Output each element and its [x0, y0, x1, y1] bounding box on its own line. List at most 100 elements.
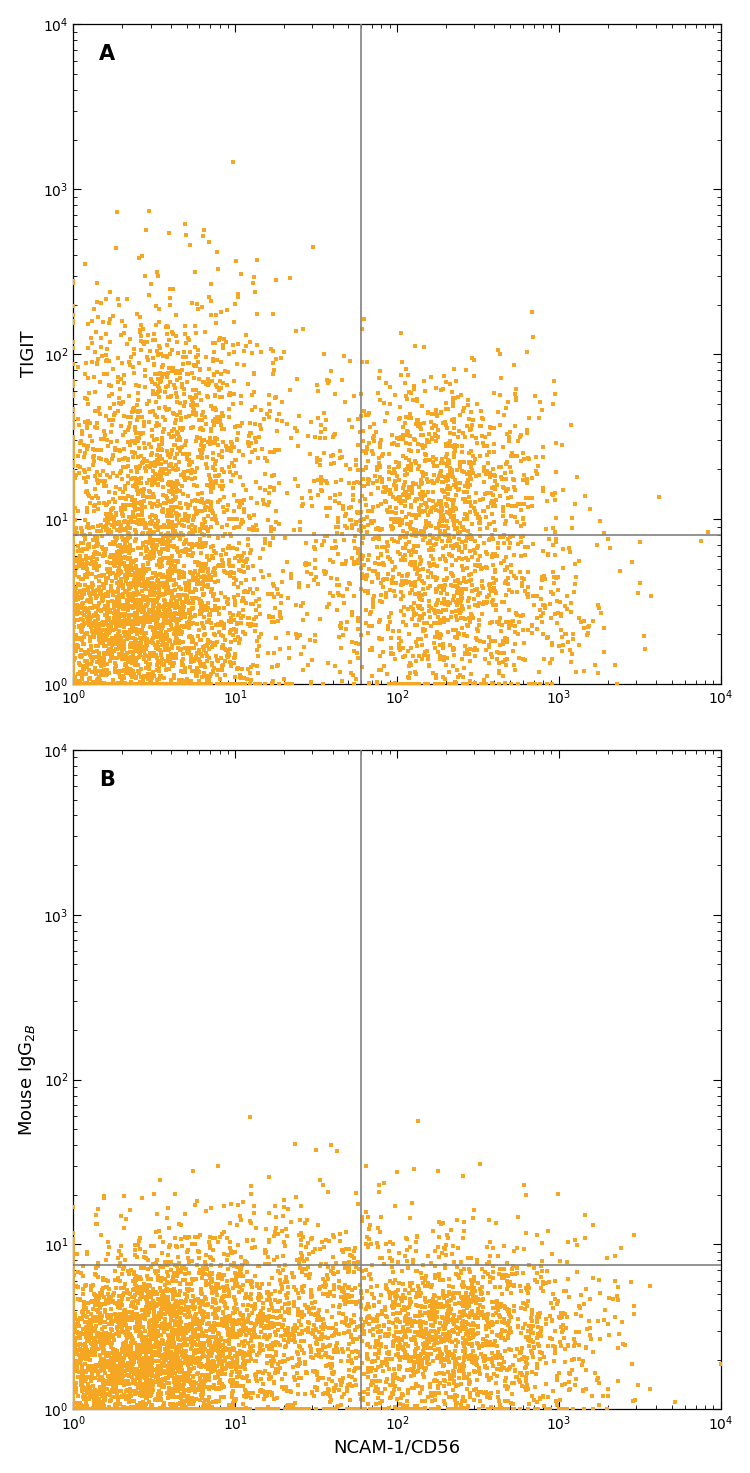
Point	[138, 610, 150, 633]
Point	[68, 666, 80, 689]
Point	[136, 1383, 148, 1407]
Point	[68, 1380, 80, 1404]
Point	[512, 622, 524, 645]
Point	[92, 532, 104, 555]
Point	[461, 526, 473, 549]
Point	[442, 474, 454, 498]
Point	[413, 580, 424, 604]
Point	[112, 635, 125, 658]
Point	[419, 435, 431, 458]
Point	[172, 1318, 184, 1342]
Point	[238, 1398, 250, 1421]
Point	[439, 1368, 451, 1392]
Point	[140, 1296, 152, 1320]
Point	[68, 672, 80, 695]
Point	[74, 586, 86, 610]
Point	[68, 1398, 80, 1421]
Point	[521, 340, 533, 364]
Point	[136, 1358, 148, 1382]
Point	[127, 501, 139, 524]
Point	[487, 483, 499, 507]
Point	[83, 1386, 95, 1410]
Point	[410, 1239, 422, 1262]
Point	[318, 1398, 330, 1421]
Point	[100, 1349, 112, 1373]
Point	[68, 630, 80, 654]
Point	[249, 1312, 261, 1336]
Point	[413, 1374, 424, 1398]
Point	[452, 479, 464, 502]
Point	[152, 630, 164, 654]
Point	[336, 1337, 348, 1361]
Point	[190, 567, 202, 591]
Point	[68, 1330, 80, 1354]
Point	[134, 1337, 146, 1361]
Point	[410, 1309, 422, 1333]
Point	[482, 1302, 494, 1326]
Point	[143, 409, 155, 433]
Point	[69, 638, 81, 661]
Point	[138, 1398, 150, 1421]
Point	[68, 1357, 80, 1380]
Point	[518, 1237, 530, 1261]
Point	[361, 564, 373, 588]
Point	[99, 1370, 111, 1393]
Point	[401, 672, 413, 695]
Point	[166, 654, 178, 678]
Point	[292, 1342, 304, 1365]
Point	[68, 1395, 80, 1418]
Point	[143, 1274, 155, 1298]
Point	[128, 672, 140, 695]
Point	[209, 1367, 220, 1391]
Point	[494, 1276, 506, 1299]
Point	[95, 518, 107, 542]
Point	[484, 529, 496, 552]
Point	[163, 1385, 175, 1408]
Point	[174, 427, 186, 451]
Point	[376, 1335, 388, 1358]
Point	[389, 1268, 401, 1292]
Point	[86, 572, 98, 595]
Point	[99, 468, 111, 492]
Point	[129, 1368, 141, 1392]
Point	[448, 1286, 460, 1309]
Point	[155, 452, 167, 476]
Point	[68, 1314, 80, 1337]
Point	[236, 508, 248, 532]
Point	[397, 1320, 409, 1343]
Point	[123, 1262, 135, 1286]
Point	[400, 1398, 412, 1421]
Point	[368, 1293, 380, 1317]
Point	[116, 1315, 128, 1339]
Point	[100, 623, 112, 647]
Point	[459, 535, 471, 558]
Point	[168, 524, 180, 548]
Point	[406, 1279, 418, 1302]
Point	[454, 452, 466, 476]
Point	[179, 616, 191, 639]
Point	[418, 602, 430, 626]
Point	[500, 610, 512, 633]
Point	[132, 639, 144, 663]
Point	[409, 1329, 421, 1352]
Point	[186, 1249, 198, 1273]
Point	[403, 448, 415, 471]
Point	[119, 315, 131, 339]
Point	[454, 511, 466, 535]
Point	[165, 546, 177, 570]
Point	[119, 1298, 131, 1321]
Point	[430, 622, 442, 645]
Point	[350, 1357, 362, 1380]
Point	[449, 370, 461, 393]
Point	[68, 1315, 80, 1339]
Point	[68, 442, 80, 465]
Point	[109, 1368, 121, 1392]
Point	[131, 511, 143, 535]
Point	[389, 1195, 401, 1218]
Point	[481, 1236, 493, 1259]
Point	[116, 1348, 128, 1371]
Point	[388, 1377, 400, 1401]
Point	[482, 517, 494, 541]
Point	[178, 1393, 190, 1417]
Point	[294, 1336, 306, 1360]
